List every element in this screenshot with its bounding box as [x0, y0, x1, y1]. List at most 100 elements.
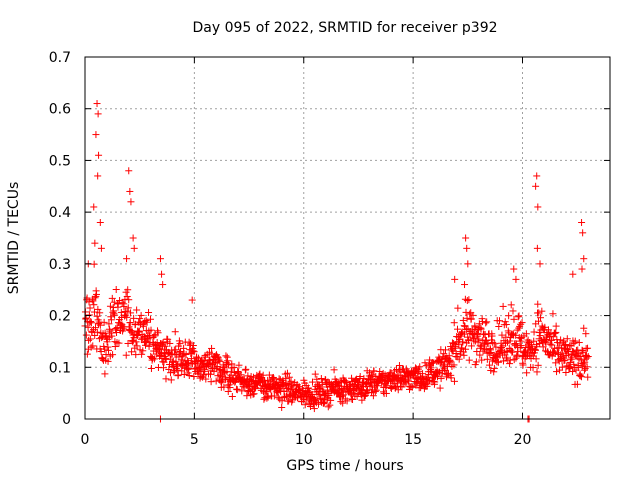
data-point [139, 347, 147, 355]
data-point [372, 386, 380, 394]
y-tick-label: 0 [62, 412, 71, 428]
data-point [93, 100, 101, 108]
data-point [452, 350, 460, 358]
data-point [348, 395, 356, 403]
data-point [304, 384, 312, 392]
data-point [484, 340, 492, 348]
data-point [285, 397, 293, 405]
data-point [113, 329, 121, 337]
data-point [462, 345, 470, 353]
data-point [455, 340, 463, 348]
data-point [180, 371, 188, 379]
data-point [90, 260, 98, 268]
data-point [440, 350, 448, 358]
data-point [431, 378, 439, 386]
data-point [224, 357, 232, 365]
data-point [443, 371, 451, 379]
data-point [138, 350, 146, 358]
data-point [222, 352, 230, 360]
data-point [133, 306, 141, 314]
data-point [458, 329, 466, 337]
data-point [136, 315, 144, 323]
data-point [441, 346, 449, 354]
data-point [571, 337, 579, 345]
data-point [482, 319, 490, 327]
data-point [145, 308, 153, 316]
data-point [584, 344, 592, 352]
data-point [213, 362, 221, 370]
data-point [185, 364, 193, 372]
data-point [559, 353, 567, 361]
data-point [182, 351, 190, 359]
data-point [185, 338, 193, 346]
data-point [472, 358, 480, 366]
data-point [457, 332, 465, 340]
data-point [150, 332, 158, 340]
data-point [514, 348, 522, 356]
data-point [568, 355, 576, 363]
data-point [91, 294, 99, 302]
data-point [90, 203, 98, 211]
data-point [349, 396, 357, 404]
data-point [238, 387, 246, 395]
data-point [99, 355, 107, 363]
data-point [516, 337, 524, 345]
y-tick-label: 0.5 [49, 153, 71, 169]
data-point [228, 393, 236, 401]
data-point [94, 305, 102, 313]
x-tick-label: 20 [514, 432, 532, 448]
data-point [174, 371, 182, 379]
data-point [505, 344, 513, 352]
data-point [543, 335, 551, 343]
data-point [86, 335, 94, 343]
data-point [517, 342, 525, 350]
data-point [416, 363, 424, 371]
data-point [569, 368, 577, 376]
data-point [584, 353, 592, 361]
data-point [439, 362, 447, 370]
data-point [264, 376, 272, 384]
data-point [468, 342, 476, 350]
data-point [189, 342, 197, 350]
data-point [570, 360, 578, 368]
data-point [451, 275, 459, 283]
data-point [156, 255, 164, 263]
data-point [111, 311, 119, 319]
data-point [82, 331, 90, 339]
data-point [283, 387, 291, 395]
data-point [450, 361, 458, 369]
data-point [341, 377, 349, 385]
data-point [509, 307, 517, 315]
data-point [100, 318, 108, 326]
data-point [487, 348, 495, 356]
data-point [391, 384, 399, 392]
data-point [519, 361, 527, 369]
data-point [250, 390, 258, 398]
data-point [430, 377, 438, 385]
data-point [249, 390, 257, 398]
data-point [498, 344, 506, 352]
data-point [166, 339, 174, 347]
data-point [158, 270, 166, 278]
data-point [214, 353, 222, 361]
data-point [177, 356, 185, 364]
data-point [325, 391, 333, 399]
data-point [549, 333, 557, 341]
data-point [107, 316, 115, 324]
data-point [171, 328, 179, 336]
data-point [423, 375, 431, 383]
data-point [436, 384, 444, 392]
data-point [374, 382, 382, 390]
data-point [186, 340, 194, 348]
data-point [96, 321, 104, 329]
data-point [274, 394, 282, 402]
data-point [164, 335, 172, 343]
data-point [124, 286, 132, 294]
data-point [320, 399, 328, 407]
data-point [495, 322, 503, 330]
data-point [309, 378, 317, 386]
data-point [575, 339, 583, 347]
data-point [348, 374, 356, 382]
data-point [108, 332, 116, 340]
